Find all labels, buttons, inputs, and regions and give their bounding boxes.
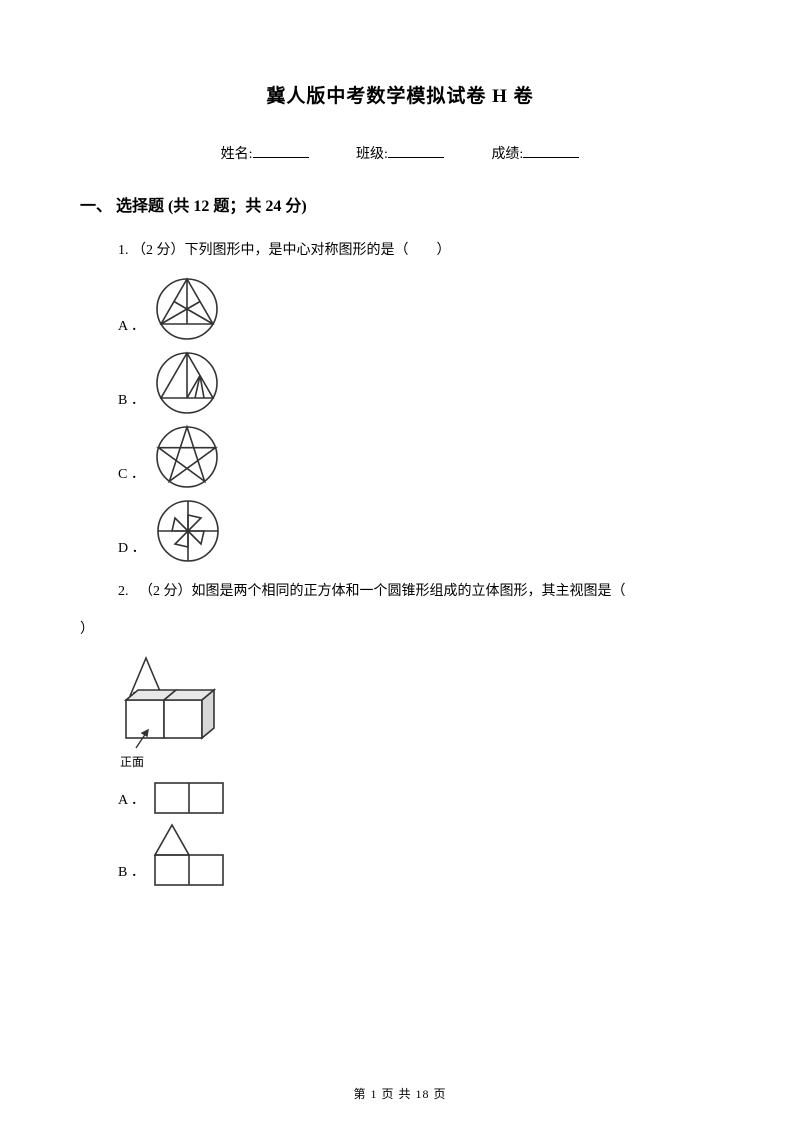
score-underline[interactable] [523, 143, 579, 158]
q2-opt-b-figure [153, 823, 229, 889]
name-label: 姓名: [221, 147, 253, 162]
class-field: 班级: [356, 142, 444, 167]
name-underline[interactable] [253, 143, 309, 158]
q2-opt-a-figure [153, 781, 229, 817]
page-title: 冀人版中考数学模拟试卷 H 卷 [90, 80, 710, 114]
score-label: 成绩: [491, 147, 523, 162]
class-label: 班级: [356, 147, 388, 162]
q1-text: 1. （2 分）下列图形中，是中心对称图形的是（ ） [118, 238, 710, 263]
q1-opt-d-label: D ． [118, 536, 146, 565]
q2-text-part1: 2. （2 分）如图是两个相同的正方体和一个圆锥形组成的立体图形，其主视图是（ [118, 579, 710, 604]
page: 冀人版中考数学模拟试卷 H 卷 姓名: 班级: 成绩: 一、 选择题 (共 12… [0, 0, 800, 1132]
score-field: 成绩: [491, 142, 579, 167]
q1-option-b: B ． [118, 349, 710, 417]
class-underline[interactable] [388, 143, 444, 158]
section-1-header: 一、 选择题 (共 12 题；共 24 分) [80, 193, 710, 222]
q1-opt-b-label: B ． [118, 388, 145, 417]
q2-figure-caption: 正面 [120, 752, 710, 774]
q1-opt-b-figure [153, 349, 221, 417]
q1-opt-d-figure [154, 497, 222, 565]
q2-opt-b-label: B ． [118, 860, 145, 889]
q1-option-d: D ． [118, 497, 710, 565]
q1-opt-a-figure [153, 275, 221, 343]
q2-opt-a-label: A ． [118, 788, 145, 817]
q1-option-c: C ． [118, 423, 710, 491]
q2-figure: 正面 [118, 648, 710, 774]
q1-option-a: A ． [118, 275, 710, 343]
info-row: 姓名: 班级: 成绩: [90, 142, 710, 167]
name-field: 姓名: [221, 142, 309, 167]
q1-opt-c-figure [153, 423, 221, 491]
page-footer: 第 1 页 共 18 页 [0, 1084, 800, 1106]
q2-option-a: A ． [118, 781, 710, 817]
q2-option-b: B ． [118, 823, 710, 889]
q2-text-part2: ） [80, 617, 710, 642]
q1-opt-c-label: C ． [118, 462, 145, 491]
q1-opt-a-label: A ． [118, 314, 145, 343]
